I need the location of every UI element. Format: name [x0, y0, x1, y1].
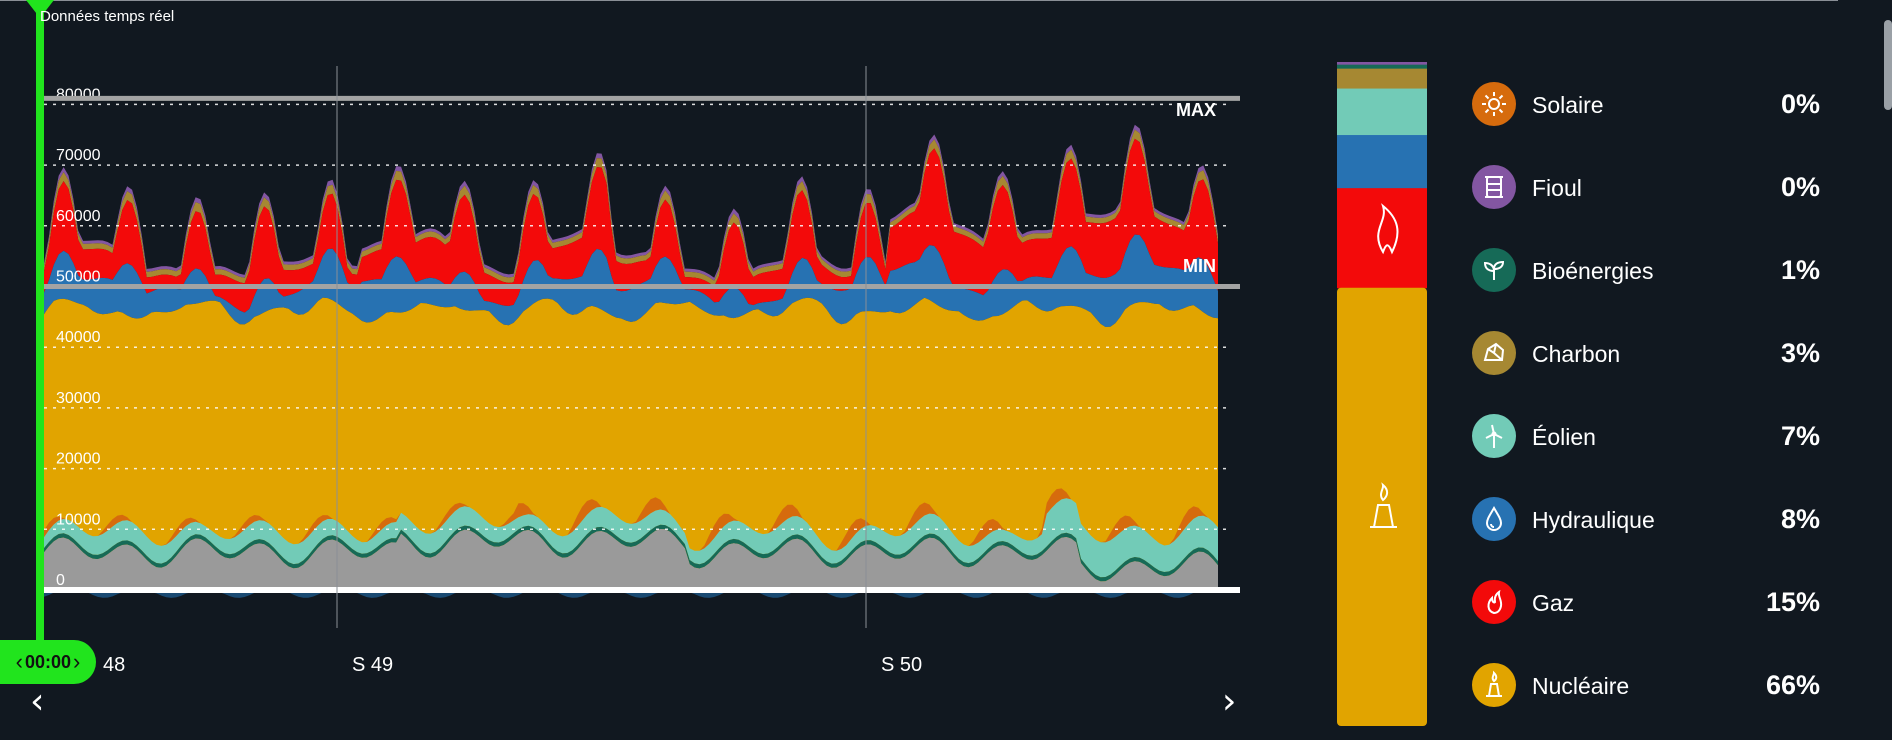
realtime-label: Données temps réel — [40, 8, 175, 25]
legend-name: Charbon — [1532, 341, 1621, 367]
legend-row-gaz[interactable]: Gaz 15% — [1470, 578, 1820, 628]
leaf-icon — [1472, 248, 1516, 292]
series-fioul — [44, 124, 1218, 281]
legend-row-nucleaire[interactable]: Nucléaire 66% — [1470, 661, 1820, 711]
legend-pct: 1% — [1780, 255, 1820, 285]
series-gaz — [44, 138, 1218, 313]
series-charbon — [44, 129, 1218, 287]
stack-bar-nuclear-icon — [1370, 482, 1397, 528]
time-selector[interactable]: ‹ 00:00 › — [0, 640, 96, 684]
stack-segment — [1337, 88, 1427, 136]
legend-row-solaire[interactable]: Solaire 0% — [1470, 80, 1820, 130]
stack-segment — [1337, 135, 1427, 189]
y-tick-label: 80000 — [56, 86, 101, 103]
stack-segment — [1337, 62, 1427, 66]
coal-icon — [1472, 331, 1516, 375]
series-eolien — [44, 498, 1218, 578]
oil-barrel-icon — [1472, 165, 1516, 209]
legend-name: Bioénergies — [1532, 258, 1654, 284]
legend-pct: 7% — [1780, 421, 1820, 451]
stacked-areas — [44, 124, 1218, 598]
legend-pct: 3% — [1780, 338, 1820, 368]
y-tick-label: 20000 — [56, 451, 101, 468]
y-tick-label: 50000 — [56, 269, 101, 286]
legend-name: Solaire — [1532, 92, 1604, 118]
legend-row-fioul[interactable]: Fioul 0% — [1470, 163, 1820, 213]
legend-row-bioenergies[interactable]: Bioénergies 1% — [1470, 246, 1820, 296]
legend-name: Fioul — [1532, 175, 1582, 201]
legend-pct: 0% — [1780, 89, 1820, 119]
chart-next-button[interactable]: › — [1222, 681, 1237, 722]
min-label: MIN — [1183, 256, 1216, 276]
legend-row-hydraulique[interactable]: Hydraulique 8% — [1470, 495, 1820, 545]
stack-bar-flame-icon — [1377, 203, 1399, 255]
week-label-48: 48 — [103, 654, 126, 676]
series-solaire — [44, 488, 1218, 551]
y-axis-ticks: 0 10000 20000 30000 40000 50000 60000 70000 8000… — [56, 86, 101, 589]
legend-pct: 0% — [1780, 172, 1820, 202]
legend-pct: 8% — [1780, 504, 1820, 534]
legend-name: Éolien — [1532, 424, 1596, 450]
top-border — [0, 0, 1838, 1]
legend-name: Nucléaire — [1532, 673, 1630, 699]
legend-name: Gaz — [1532, 590, 1575, 616]
max-label: MAX — [1176, 100, 1216, 120]
time-next-icon[interactable]: › — [73, 649, 81, 674]
time-cursor-handle[interactable] — [26, 0, 54, 18]
stack-bar — [1337, 62, 1427, 726]
y-tick-label: 40000 — [56, 329, 101, 346]
legend-name: Hydraulique — [1532, 507, 1655, 533]
scrollbar-thumb[interactable] — [1884, 20, 1892, 110]
time-prev-icon[interactable]: ‹ — [15, 649, 23, 674]
sun-icon — [1472, 82, 1516, 126]
flame-icon — [1472, 580, 1516, 624]
nuclear-plant-icon — [1472, 663, 1516, 707]
stack-segment — [1337, 68, 1427, 90]
y-tick-label: 0 — [56, 572, 65, 589]
legend-pct: 15% — [1765, 587, 1820, 617]
stack-segment — [1337, 287, 1427, 726]
week-label-s49: S 49 — [352, 654, 394, 676]
y-tick-label: 10000 — [56, 511, 101, 528]
legend-row-eolien[interactable]: Éolien 7% — [1470, 412, 1820, 462]
legend-row-charbon[interactable]: Charbon 3% — [1470, 329, 1820, 379]
wind-turbine-icon — [1472, 414, 1516, 458]
stack-segment — [1337, 64, 1427, 70]
y-tick-label: 30000 — [56, 390, 101, 407]
y-tick-label: 60000 — [56, 208, 101, 225]
chart-prev-button[interactable]: ‹ — [30, 681, 45, 722]
y-tick-label: 70000 — [56, 147, 101, 164]
legend-pct: 66% — [1765, 670, 1820, 700]
stack-segment — [1337, 188, 1427, 289]
week-label-s50: S 50 — [881, 654, 923, 676]
water-drop-icon — [1472, 497, 1516, 541]
time-value: 00:00 — [24, 651, 72, 672]
